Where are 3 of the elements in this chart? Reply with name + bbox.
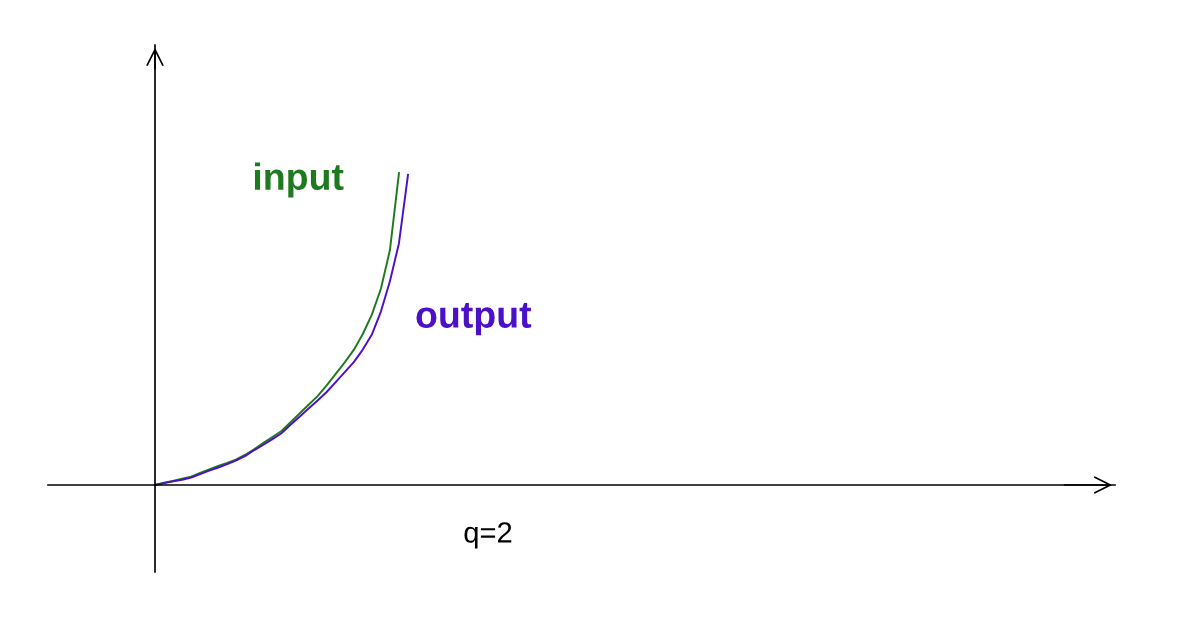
series-label: input	[254, 162, 344, 198]
series-label: output	[416, 303, 532, 336]
text: q=2	[464, 522, 512, 549]
